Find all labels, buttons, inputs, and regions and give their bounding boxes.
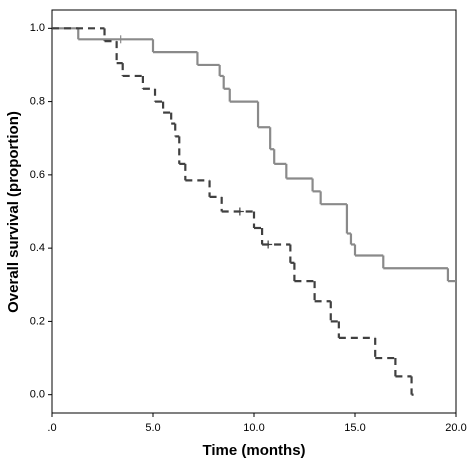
x-tick-label: 20.0 — [445, 422, 466, 434]
x-axis-label: Time (months) — [202, 442, 305, 459]
x-tick-label: .0 — [47, 422, 56, 434]
y-tick-label: 1.0 — [30, 22, 45, 34]
y-tick-label: 0.0 — [30, 389, 45, 401]
x-tick-label: 5.0 — [145, 422, 160, 434]
y-tick-label: 0.8 — [30, 95, 45, 107]
y-tick-label: 0.4 — [30, 242, 45, 254]
censor-mark — [235, 207, 244, 216]
x-tick-label: 15.0 — [344, 422, 365, 434]
y-tick-label: 0.6 — [30, 169, 45, 181]
censor-mark — [264, 240, 273, 249]
censor-mark — [116, 35, 125, 44]
y-axis-label: Overall survival (proportion) — [5, 111, 22, 313]
x-tick-label: 10.0 — [243, 422, 264, 434]
y-tick-label: 0.2 — [30, 315, 45, 327]
